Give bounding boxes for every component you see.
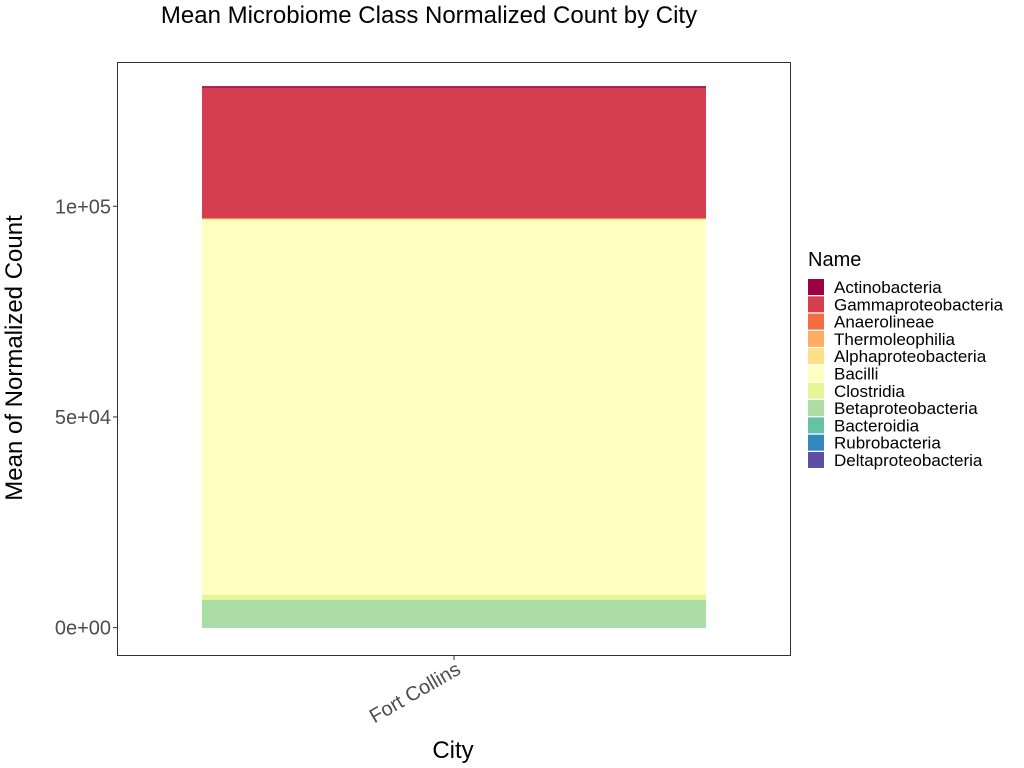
legend-key [808,382,824,399]
legend-key [808,296,824,313]
legend-key [808,434,824,451]
legend-label: Actinobacteria [834,278,942,297]
bar-stack [202,86,706,628]
x-axis-title: City [432,737,473,764]
legend-label: Bacteroidia [834,416,920,435]
legend-label: Thermoleophilia [834,330,955,349]
y-axis-title: Mean of Normalized Count [1,215,28,501]
y-tick-label: 1e+05 [55,196,111,218]
bar-segment-clostridia [202,594,706,600]
legend-label: Anaerolineae [834,313,934,332]
chart-title: Mean Microbiome Class Normalized Count b… [161,2,697,29]
legend-key [808,348,824,365]
bar-segment-actinobacteria [202,86,706,88]
legend-key [808,365,824,382]
bar-segment-bacilli [202,219,706,595]
bar-segment-bacteroidia [202,626,706,628]
legend-key [808,279,824,295]
bar-segment-alphaproteobacteria [202,218,706,220]
legend-title: Name [808,249,861,271]
legend-label: Clostridia [834,382,905,401]
legend-label: Gammaproteobacteria [834,295,1004,314]
legend-key [808,417,824,434]
legend-label: Betaproteobacteria [834,399,978,418]
legend-key [808,400,824,417]
legend-key [808,330,824,347]
legend-key [808,313,824,330]
legend-label: Rubrobacteria [834,434,941,453]
legend-label: Bacilli [834,365,878,384]
legend: Name ActinobacteriaGammaproteobacteriaAn… [808,249,1004,470]
bar-segment-betaproteobacteria [202,599,706,627]
legend-label: Alphaproteobacteria [834,347,987,366]
y-axis: 0e+00 5e+04 1e+05 [55,196,118,640]
legend-key [808,452,824,468]
x-tick-label: Fort Collins [366,658,465,728]
legend-label: Deltaproteobacteria [834,451,983,470]
y-tick-label: 0e+00 [55,618,111,640]
x-axis: Fort Collins [366,655,465,728]
bar-segment-gammaproteobacteria [202,87,706,219]
y-tick-label: 5e+04 [55,407,111,429]
